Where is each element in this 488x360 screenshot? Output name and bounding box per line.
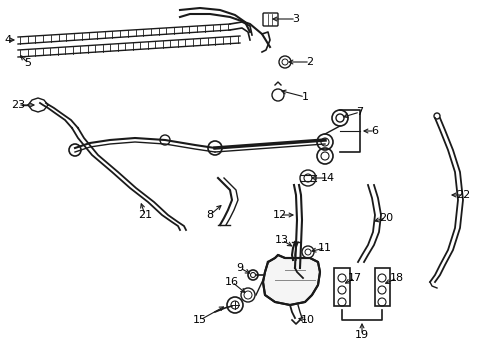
Text: 22: 22 — [455, 190, 469, 200]
Polygon shape — [263, 255, 319, 305]
Text: 4: 4 — [4, 35, 12, 45]
Text: 12: 12 — [272, 210, 286, 220]
Text: 18: 18 — [389, 273, 403, 283]
Text: 3: 3 — [292, 14, 299, 24]
Text: 6: 6 — [371, 126, 378, 136]
Text: 8: 8 — [206, 210, 213, 220]
Text: 21: 21 — [138, 210, 152, 220]
Text: 16: 16 — [224, 277, 239, 287]
Text: 10: 10 — [301, 315, 314, 325]
Text: 23: 23 — [11, 100, 25, 110]
Text: 17: 17 — [347, 273, 361, 283]
Text: 13: 13 — [274, 235, 288, 245]
Text: 7: 7 — [356, 107, 363, 117]
Text: 15: 15 — [193, 315, 206, 325]
Text: 5: 5 — [24, 58, 31, 68]
Text: 9: 9 — [236, 263, 243, 273]
Text: 2: 2 — [306, 57, 313, 67]
Text: 20: 20 — [378, 213, 392, 223]
Text: 11: 11 — [317, 243, 331, 253]
Text: 1: 1 — [301, 92, 308, 102]
Text: 14: 14 — [320, 173, 334, 183]
Text: 19: 19 — [354, 330, 368, 340]
